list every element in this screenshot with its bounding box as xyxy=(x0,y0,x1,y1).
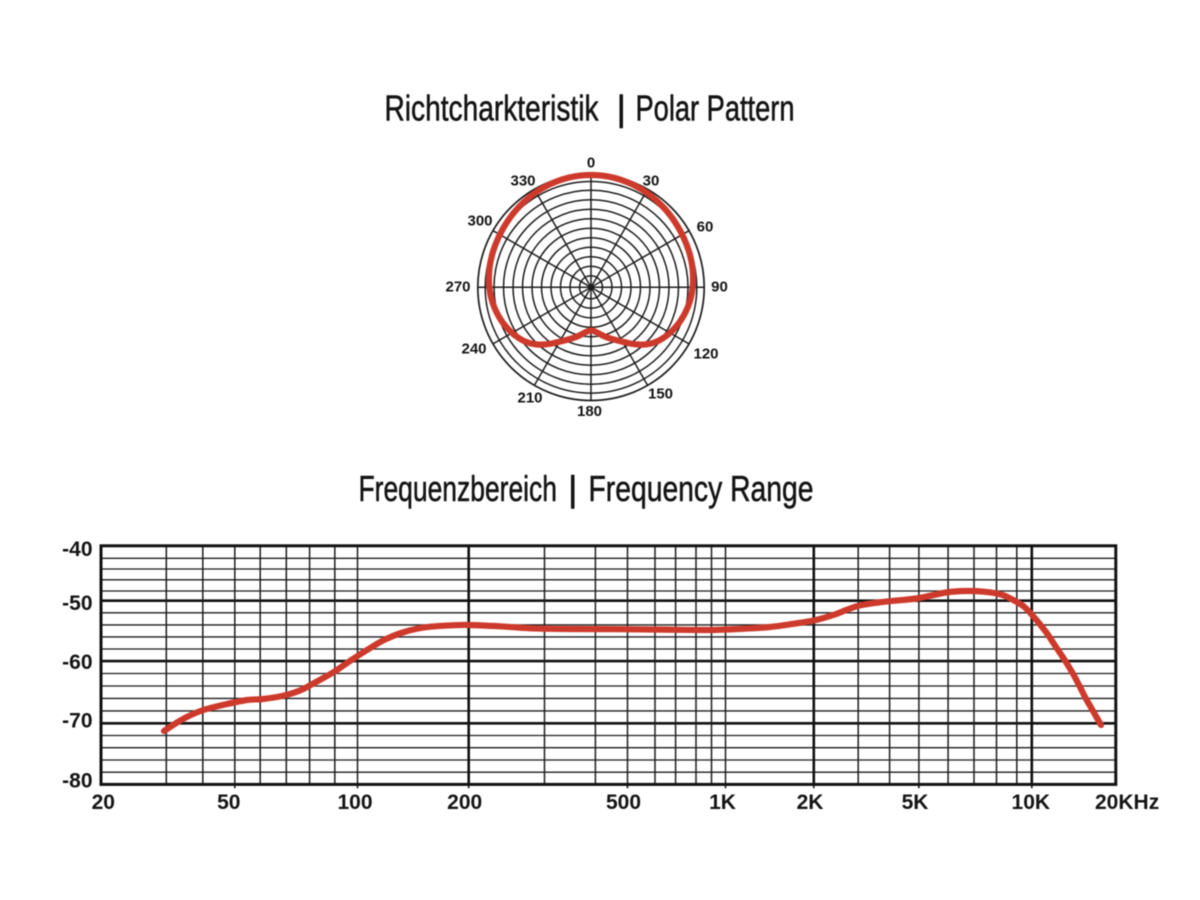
svg-text:Richtcharkteristik: Richtcharkteristik xyxy=(385,88,600,129)
svg-text:Frequenzbereich: Frequenzbereich xyxy=(359,468,558,509)
svg-text:330: 330 xyxy=(510,172,535,189)
svg-text:300: 300 xyxy=(467,212,492,229)
svg-text:10K: 10K xyxy=(1012,791,1051,814)
svg-text:2K: 2K xyxy=(797,791,824,814)
svg-text:90: 90 xyxy=(711,278,728,295)
svg-text:100: 100 xyxy=(337,791,372,814)
svg-text:180: 180 xyxy=(577,403,602,420)
svg-text:240: 240 xyxy=(461,340,486,357)
svg-text:120: 120 xyxy=(693,345,718,362)
svg-text:|: | xyxy=(568,468,577,509)
svg-text:-60: -60 xyxy=(62,651,92,674)
svg-text:-70: -70 xyxy=(62,710,92,733)
svg-text:500: 500 xyxy=(606,791,641,814)
svg-text:-40: -40 xyxy=(62,538,92,561)
svg-text:150: 150 xyxy=(648,385,673,402)
svg-text:5K: 5K xyxy=(902,791,929,814)
svg-text:-50: -50 xyxy=(62,592,92,615)
svg-text:270: 270 xyxy=(445,278,470,295)
svg-text:210: 210 xyxy=(517,389,542,406)
svg-text:200: 200 xyxy=(447,791,482,814)
svg-text:1K: 1K xyxy=(709,791,736,814)
svg-text:|: | xyxy=(617,88,626,129)
svg-text:Polar Pattern: Polar Pattern xyxy=(636,88,795,129)
svg-text:Frequency Range: Frequency Range xyxy=(589,468,814,509)
svg-text:0: 0 xyxy=(587,155,595,172)
svg-text:50: 50 xyxy=(217,791,240,814)
svg-text:30: 30 xyxy=(643,172,660,189)
svg-text:60: 60 xyxy=(697,218,714,235)
svg-text:20: 20 xyxy=(92,791,115,814)
svg-text:20KHz: 20KHz xyxy=(1095,791,1159,814)
svg-text:-80: -80 xyxy=(62,770,92,793)
